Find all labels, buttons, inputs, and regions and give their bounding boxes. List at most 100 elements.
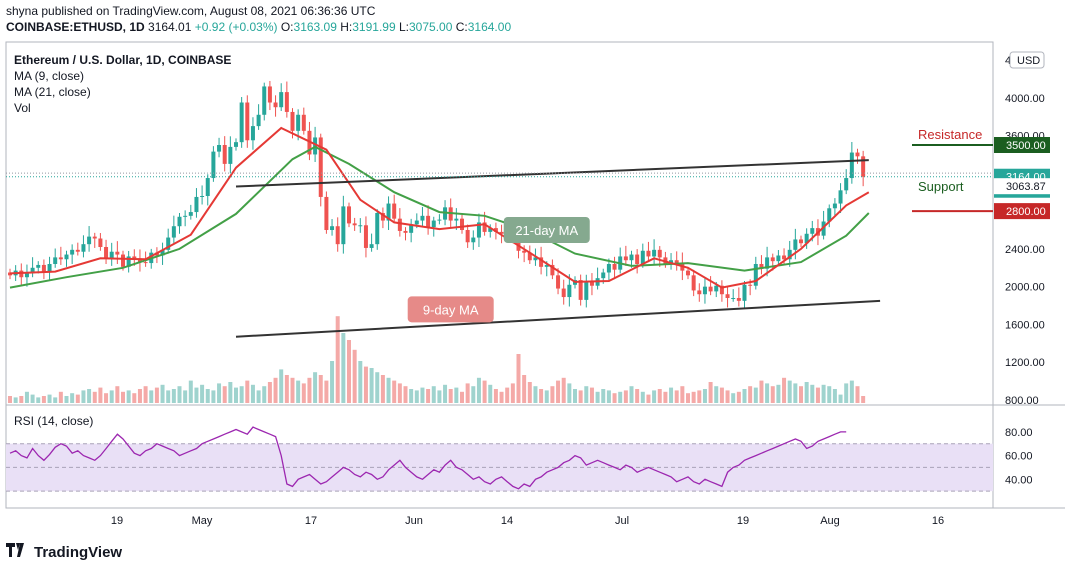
candle (177, 216, 182, 227)
high-value: 3191.99 (352, 20, 396, 34)
date-tick-label: 19 (111, 515, 123, 527)
volume-bar (234, 387, 238, 403)
volume-bar (205, 389, 210, 403)
candle (646, 250, 651, 257)
volume-bar (697, 390, 702, 403)
volume-bar (736, 391, 741, 403)
candle (782, 255, 787, 260)
volume-bar (177, 386, 182, 403)
candle (352, 223, 357, 226)
candle (296, 114, 301, 131)
tradingview-brand[interactable]: TradingView (34, 544, 123, 561)
volume-bar (409, 389, 414, 403)
legend-vol[interactable]: Vol (14, 101, 31, 115)
candle (262, 86, 267, 115)
price-chart[interactable]: 800.001200.001600.002000.002400.003200.0… (0, 0, 1065, 540)
date-tick-label: Jun (405, 515, 423, 527)
volume-bar (98, 387, 103, 403)
candle (725, 294, 730, 298)
candle (324, 196, 329, 230)
volume-bar (601, 389, 606, 403)
volume-bar (635, 389, 640, 403)
candle (188, 212, 193, 216)
volume-bar (629, 386, 634, 403)
rsi-label: RSI (14, close) (14, 414, 93, 428)
volume-bar (488, 384, 493, 403)
volume-bar (618, 391, 623, 403)
candle (380, 213, 385, 221)
candle (533, 257, 538, 261)
ma9-line (9, 126, 870, 289)
volume-bar (606, 390, 611, 403)
volume-bar (753, 387, 758, 403)
currency-button[interactable] (1009, 51, 1045, 69)
volume-bar (341, 333, 346, 403)
legend-ma9[interactable]: MA (9, close) (14, 69, 85, 83)
price-label: 3063.87 (1006, 181, 1046, 193)
rsi-tick-label: 80.00 (1005, 427, 1033, 439)
volume-bar (522, 375, 527, 403)
currency-button-label[interactable]: USD (1017, 55, 1040, 67)
candle (234, 142, 238, 147)
tradingview-logo-icon[interactable] (6, 543, 28, 562)
volume-bar (171, 389, 176, 403)
candle (318, 137, 323, 197)
volume-bar (855, 386, 860, 403)
support-label: Support (918, 179, 964, 194)
volume-bar (200, 384, 205, 403)
volume-bar (70, 393, 75, 403)
candle (465, 230, 470, 243)
candle (821, 221, 826, 236)
trend-line[interactable] (235, 299, 881, 338)
close-label: C: (455, 20, 468, 34)
candle (601, 272, 606, 279)
candle (239, 102, 244, 143)
volume-bar (267, 382, 272, 403)
candle (279, 92, 284, 108)
candle (290, 111, 295, 131)
volume-bar (397, 383, 402, 403)
volume-bar (539, 389, 544, 403)
volume-bar (256, 390, 261, 403)
resistance-price-tag-bg (994, 137, 1050, 153)
candle (200, 196, 205, 197)
candle (58, 257, 63, 260)
volume-bar (765, 383, 770, 403)
rsi-tick-label: 60.00 (1005, 451, 1033, 463)
candle (804, 233, 809, 244)
ma-annotation-text: 9-day MA (423, 302, 479, 317)
volume-bar (239, 386, 244, 403)
volume-bar (573, 389, 577, 403)
candle (748, 284, 753, 286)
volume-bar (702, 389, 707, 403)
candle (98, 238, 103, 247)
volume-bar (493, 389, 498, 403)
volume-bar (810, 384, 815, 403)
volume-bar (832, 389, 837, 403)
candle (143, 262, 148, 264)
price-tick-label: 1200.00 (1005, 357, 1045, 369)
support-price-tag: 2800.00 (1006, 206, 1046, 218)
last-price: 3164.01 (148, 20, 192, 34)
volume-bar (58, 391, 63, 403)
volume-bar (561, 377, 566, 403)
candle (556, 275, 561, 289)
candle (640, 250, 645, 264)
legend-ma21[interactable]: MA (21, close) (14, 85, 91, 99)
volume-bar (183, 390, 188, 403)
candle (849, 152, 854, 179)
volume-bar (505, 387, 510, 403)
candle (539, 257, 544, 267)
candle (64, 254, 69, 260)
candle (810, 228, 815, 234)
candle (550, 264, 555, 276)
volume-bar (13, 397, 18, 403)
volume-bar (121, 391, 125, 403)
volume-bar (109, 390, 114, 403)
volume-bar (657, 389, 662, 403)
price-tick-label: 2400.00 (1005, 244, 1045, 256)
candle (454, 218, 459, 221)
candle (759, 264, 764, 269)
volume-bar (567, 383, 572, 403)
volume-bar (674, 390, 679, 403)
